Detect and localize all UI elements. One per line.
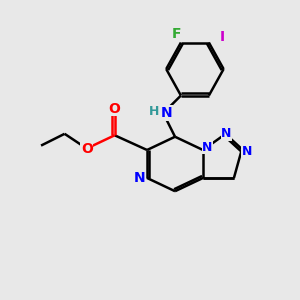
Text: N: N	[221, 127, 232, 140]
Text: N: N	[202, 141, 213, 154]
Text: F: F	[172, 27, 181, 41]
Text: N: N	[160, 106, 172, 120]
Text: O: O	[81, 142, 93, 155]
Text: H: H	[149, 105, 160, 118]
Text: I: I	[220, 30, 225, 44]
Text: O: O	[109, 102, 121, 116]
Text: N: N	[242, 145, 252, 158]
Text: N: N	[134, 171, 146, 185]
